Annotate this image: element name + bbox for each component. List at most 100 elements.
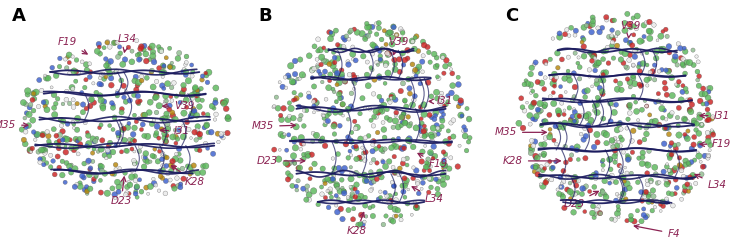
Point xyxy=(625,217,637,221)
Point xyxy=(170,135,182,139)
Point xyxy=(573,56,585,60)
Point xyxy=(706,131,718,135)
Point xyxy=(643,77,655,81)
Point xyxy=(644,36,656,40)
Point xyxy=(695,172,707,176)
Point xyxy=(188,163,200,167)
Point xyxy=(128,159,139,163)
Point xyxy=(221,116,233,120)
Point xyxy=(639,195,651,199)
Point xyxy=(172,57,184,61)
Point xyxy=(673,133,685,137)
Point xyxy=(611,34,623,38)
Point xyxy=(404,86,416,90)
Point xyxy=(169,157,181,161)
Point xyxy=(551,142,562,146)
Point xyxy=(109,196,121,200)
Point xyxy=(539,181,551,185)
Point xyxy=(209,101,221,105)
Point xyxy=(385,94,397,98)
Point xyxy=(406,39,418,43)
Point xyxy=(678,46,690,50)
Point xyxy=(38,163,50,167)
Point xyxy=(309,98,321,102)
Point xyxy=(350,170,362,174)
Point xyxy=(559,121,571,125)
Point xyxy=(361,73,373,77)
Point xyxy=(672,142,684,146)
Point xyxy=(365,181,377,185)
Point xyxy=(129,174,141,178)
Point xyxy=(217,131,229,135)
Point xyxy=(345,138,357,142)
Point xyxy=(624,106,636,110)
Point xyxy=(528,102,539,106)
Point xyxy=(328,50,340,54)
Point xyxy=(624,85,636,89)
Point xyxy=(351,125,363,129)
Point xyxy=(120,149,132,153)
Point xyxy=(539,136,551,140)
Point xyxy=(613,123,625,126)
Point xyxy=(442,100,454,104)
Point xyxy=(131,53,143,57)
Point xyxy=(409,94,421,98)
Point xyxy=(640,162,652,166)
Point xyxy=(63,61,75,64)
Point xyxy=(692,78,703,82)
Point xyxy=(329,77,341,81)
Point xyxy=(328,124,340,128)
Point xyxy=(425,165,437,169)
Point xyxy=(126,60,138,64)
Point xyxy=(90,139,102,143)
Point xyxy=(418,124,430,128)
Point xyxy=(165,94,177,98)
Point xyxy=(343,62,355,66)
Point xyxy=(702,131,714,135)
Point xyxy=(80,78,92,82)
Point xyxy=(27,98,39,102)
Point xyxy=(41,108,53,112)
Point xyxy=(520,79,532,83)
Point xyxy=(323,86,335,90)
Point xyxy=(202,146,214,150)
Point xyxy=(430,90,442,94)
Point xyxy=(639,138,651,142)
Point xyxy=(38,100,50,104)
Point xyxy=(178,67,190,71)
Point xyxy=(625,40,637,44)
Point xyxy=(585,175,597,179)
Point xyxy=(611,128,623,132)
Point xyxy=(373,76,385,80)
Point xyxy=(275,132,287,136)
Point xyxy=(628,33,640,37)
Point xyxy=(402,115,414,119)
Point xyxy=(680,135,692,139)
Point xyxy=(39,104,51,108)
Point xyxy=(581,117,593,121)
Point xyxy=(292,166,304,170)
Point xyxy=(359,204,371,208)
Text: C: C xyxy=(505,7,518,25)
Point xyxy=(623,186,635,190)
Point xyxy=(338,166,350,170)
Point xyxy=(319,144,331,148)
Point xyxy=(632,180,644,184)
Point xyxy=(124,98,136,102)
Point xyxy=(381,51,393,55)
Text: L34: L34 xyxy=(695,174,726,190)
Point xyxy=(295,58,306,62)
Point xyxy=(600,70,612,74)
Point xyxy=(64,168,76,172)
Point xyxy=(539,105,551,109)
Point xyxy=(102,62,114,65)
Point xyxy=(587,55,599,59)
Point xyxy=(649,121,660,125)
Point xyxy=(186,93,197,97)
Point xyxy=(601,18,613,22)
Point xyxy=(694,115,706,119)
Point xyxy=(388,184,400,188)
Point xyxy=(100,57,112,61)
Point xyxy=(623,104,635,108)
Point xyxy=(554,111,565,115)
